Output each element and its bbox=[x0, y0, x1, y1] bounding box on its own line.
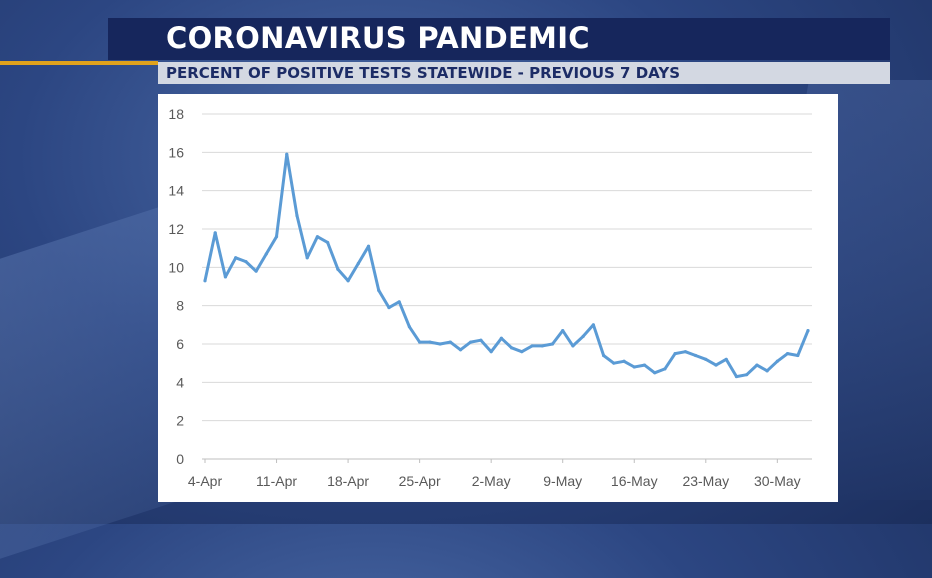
data-point bbox=[632, 365, 636, 369]
data-point bbox=[591, 323, 595, 327]
subtitle-bar: PERCENT OF POSITIVE TESTS STATEWIDE - PR… bbox=[158, 62, 890, 84]
data-point bbox=[499, 336, 503, 340]
data-point bbox=[622, 359, 626, 363]
data-point bbox=[653, 371, 657, 375]
data-point bbox=[366, 244, 371, 248]
data-point bbox=[550, 342, 555, 346]
data-point bbox=[223, 275, 228, 279]
y-tick-label: 16 bbox=[168, 144, 184, 160]
data-point bbox=[510, 346, 514, 350]
data-point bbox=[806, 328, 810, 333]
x-tick-label: 4-Apr bbox=[188, 473, 223, 489]
data-point bbox=[714, 363, 718, 367]
data-point bbox=[530, 344, 534, 348]
data-point bbox=[755, 363, 759, 367]
series-line-0 bbox=[203, 152, 810, 379]
data-point bbox=[428, 340, 432, 344]
data-point bbox=[581, 334, 585, 338]
y-tick-label: 10 bbox=[168, 259, 184, 275]
data-point bbox=[418, 340, 422, 344]
gridlines bbox=[202, 113, 812, 422]
data-point bbox=[540, 344, 544, 348]
data-point bbox=[663, 367, 667, 371]
data-point bbox=[734, 374, 739, 379]
data-point bbox=[724, 357, 728, 361]
y-tick-label: 8 bbox=[176, 298, 184, 314]
data-point bbox=[295, 213, 299, 218]
data-point bbox=[765, 369, 769, 373]
data-point bbox=[571, 344, 575, 348]
data-point bbox=[305, 256, 309, 260]
x-tick-label: 16-May bbox=[611, 473, 658, 489]
page-title: CORONAVIRUS PANDEMIC bbox=[166, 21, 590, 55]
data-point bbox=[601, 353, 606, 358]
data-point bbox=[274, 235, 279, 239]
data-point bbox=[326, 240, 330, 245]
data-point bbox=[438, 342, 442, 346]
title-bar: CORONAVIRUS PANDEMIC bbox=[108, 18, 890, 60]
data-point bbox=[642, 363, 647, 367]
data-point bbox=[469, 340, 473, 344]
x-tick-label: 11-Apr bbox=[256, 473, 297, 489]
y-tick-label: 14 bbox=[168, 183, 184, 199]
x-axis-tick-labels: 4-Apr 11-Apr 18-Apr 25-Apr 2-May 9-May 16-May 2… bbox=[188, 459, 801, 489]
series-layer bbox=[203, 152, 810, 379]
data-point bbox=[704, 357, 708, 361]
data-point bbox=[520, 350, 524, 354]
data-point bbox=[683, 350, 687, 354]
x-tick-label: 2-May bbox=[472, 473, 511, 489]
data-point bbox=[203, 279, 207, 283]
line-chart: 0 2 4 6 8 10 12 14 16 18 4-Apr 11-Apr 18-Apr 25-Apr 2… bbox=[168, 106, 812, 489]
data-point bbox=[458, 348, 463, 352]
data-point bbox=[377, 288, 381, 292]
y-tick-label: 0 bbox=[176, 451, 184, 467]
data-point bbox=[234, 256, 238, 260]
accent-line bbox=[0, 61, 158, 65]
data-point bbox=[479, 338, 483, 342]
data-point bbox=[745, 373, 749, 377]
x-tick-label: 30-May bbox=[754, 473, 801, 489]
data-point bbox=[796, 353, 800, 358]
x-tick-label: 25-Apr bbox=[399, 473, 441, 489]
y-tick-label: 4 bbox=[176, 374, 184, 390]
data-point bbox=[285, 152, 289, 156]
data-point bbox=[489, 350, 493, 354]
y-tick-label: 2 bbox=[176, 413, 184, 429]
x-tick-label: 9-May bbox=[543, 473, 582, 489]
data-point bbox=[254, 269, 258, 273]
data-point bbox=[387, 305, 391, 310]
y-axis-tick-labels: 0 2 4 6 8 10 12 14 16 18 bbox=[168, 106, 184, 467]
data-point bbox=[561, 328, 565, 333]
data-point bbox=[407, 325, 412, 329]
data-point bbox=[397, 300, 401, 304]
data-point bbox=[612, 361, 616, 365]
y-tick-label: 6 bbox=[176, 336, 184, 352]
data-point bbox=[448, 340, 452, 344]
data-point bbox=[673, 351, 677, 356]
x-tick-label: 18-Apr bbox=[327, 473, 369, 489]
data-point bbox=[336, 267, 340, 271]
data-point bbox=[775, 359, 779, 363]
data-point bbox=[785, 351, 790, 356]
y-tick-label: 18 bbox=[168, 106, 184, 122]
chart-panel: 0 2 4 6 8 10 12 14 16 18 4-Apr 11-Apr 18-Apr 25-Apr 2… bbox=[158, 94, 838, 502]
data-point bbox=[315, 235, 320, 239]
y-tick-label: 12 bbox=[168, 221, 184, 237]
data-point bbox=[356, 261, 360, 266]
data-point bbox=[213, 231, 217, 235]
x-tick-label: 23-May bbox=[682, 473, 729, 489]
page-subtitle: PERCENT OF POSITIVE TESTS STATEWIDE - PR… bbox=[166, 64, 681, 82]
data-point bbox=[244, 259, 248, 264]
data-point bbox=[346, 279, 350, 283]
data-point bbox=[693, 353, 698, 358]
data-point bbox=[264, 252, 268, 256]
